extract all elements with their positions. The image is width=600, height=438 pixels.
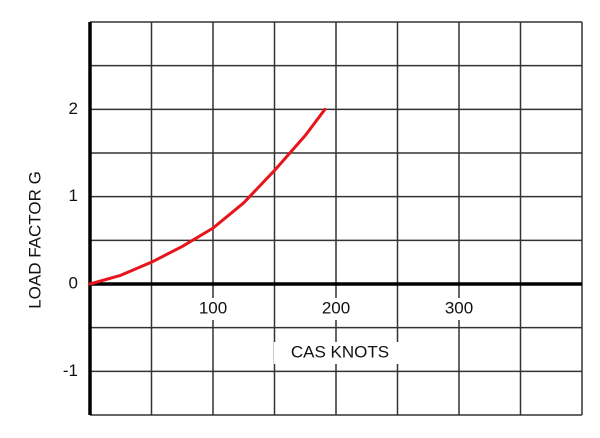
y-tick-label: -1 bbox=[63, 361, 78, 380]
label-background bbox=[274, 342, 406, 364]
label-background bbox=[316, 298, 356, 320]
label-background bbox=[193, 298, 233, 320]
y-axis-label: LOAD FACTOR G bbox=[25, 171, 44, 309]
x-tick-label: 300 bbox=[445, 298, 473, 317]
x-tick-label: 100 bbox=[199, 298, 227, 317]
x-axis-label: CAS KNOTS bbox=[291, 342, 389, 361]
y-tick-label: 0 bbox=[69, 273, 78, 292]
label-background bbox=[439, 298, 479, 320]
x-tick-label: 200 bbox=[322, 298, 350, 317]
y-tick-label: 2 bbox=[69, 99, 78, 118]
data-line bbox=[88, 107, 327, 286]
y-tick-label: 1 bbox=[69, 186, 78, 205]
